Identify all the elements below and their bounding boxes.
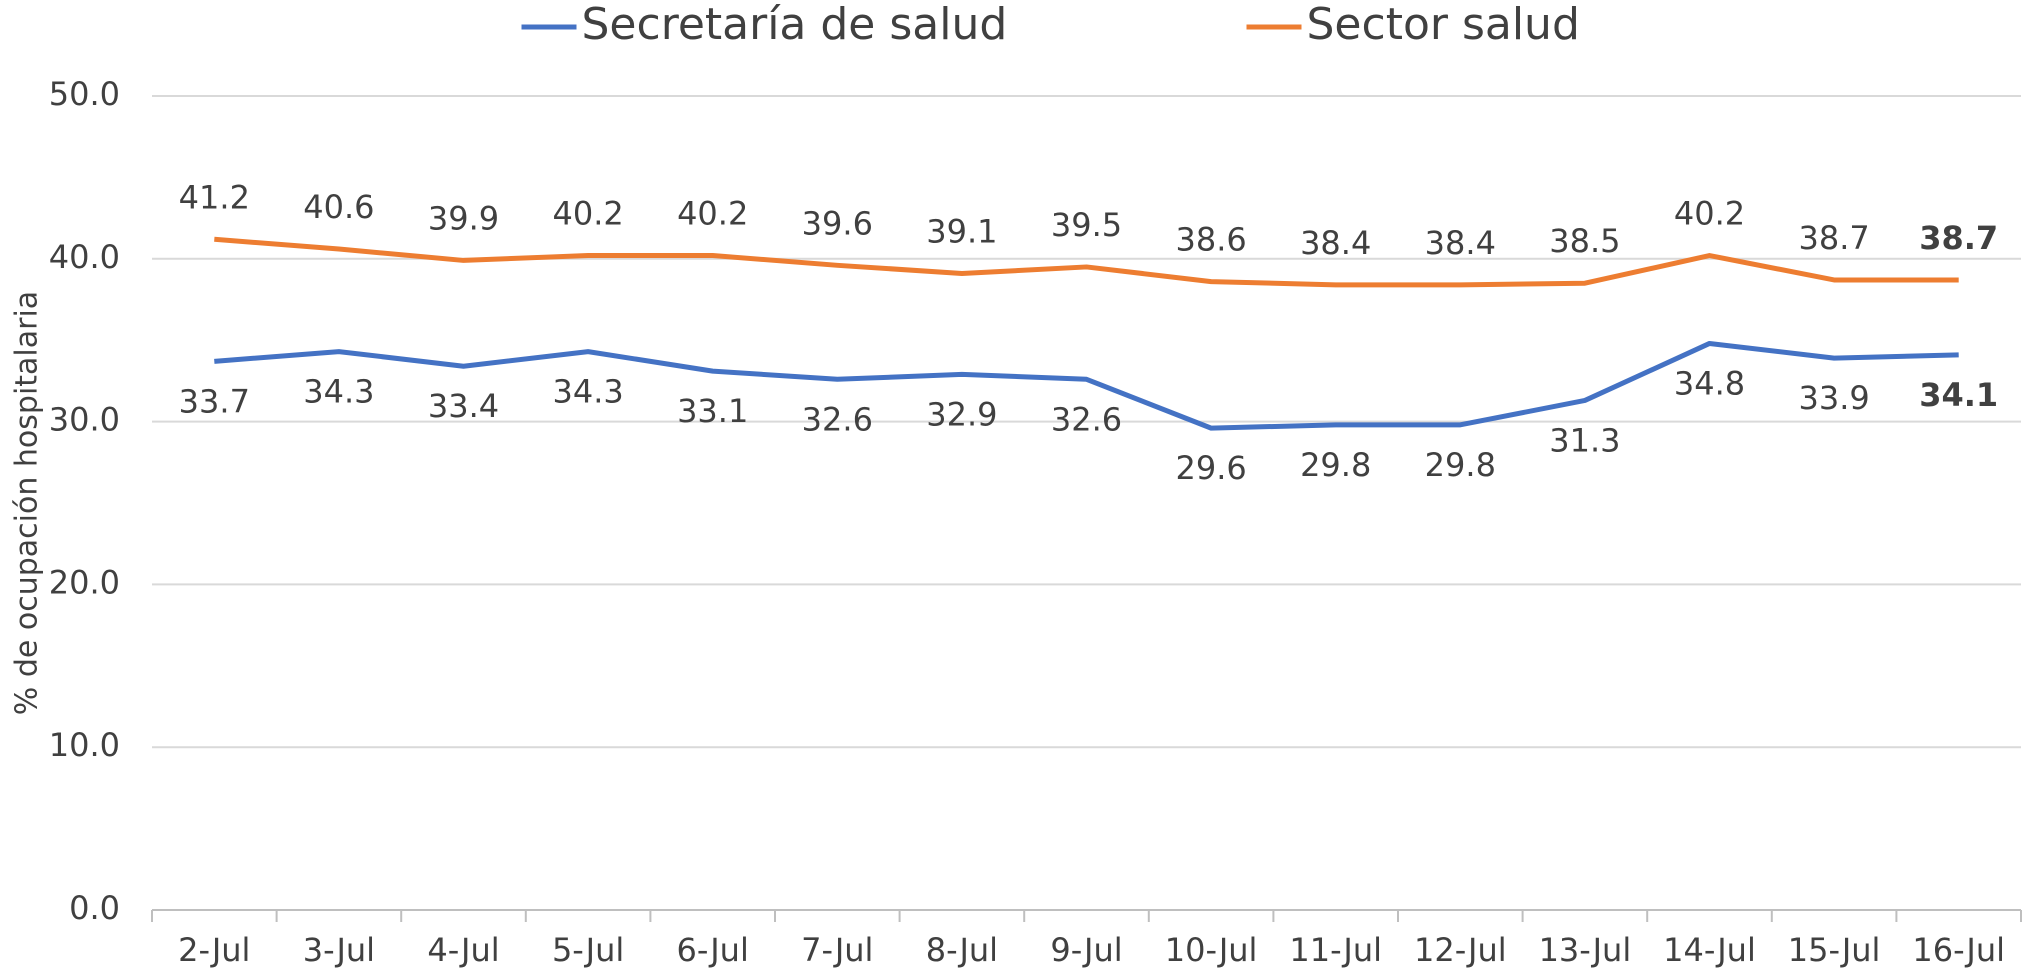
data-label: 29.8: [1425, 446, 1496, 484]
x-tick-label: 12-Jul: [1414, 931, 1507, 969]
data-label: 39.1: [926, 212, 997, 250]
data-label: 39.9: [428, 199, 499, 237]
data-label: 33.7: [179, 382, 250, 420]
data-label: 38.6: [1175, 221, 1246, 259]
y-tick-label: 0.0: [69, 889, 120, 927]
data-label: 40.2: [677, 195, 748, 233]
data-label: 41.2: [179, 178, 250, 216]
x-tick-label: 13-Jul: [1539, 931, 1632, 969]
x-tick-label: 3-Jul: [303, 931, 375, 969]
data-label: 38.4: [1300, 224, 1371, 262]
y-tick-label: 40.0: [49, 238, 120, 276]
legend-label: Secretaría de salud: [582, 0, 1008, 50]
data-label: 34.3: [552, 373, 623, 411]
data-label: 38.5: [1549, 222, 1620, 260]
data-label: 32.6: [802, 400, 873, 438]
legend-label: Sector salud: [1307, 0, 1580, 50]
y-tick-label: 30.0: [49, 401, 120, 439]
data-label: 39.5: [1051, 206, 1122, 244]
x-tick-label: 9-Jul: [1050, 931, 1122, 969]
data-label: 40.2: [552, 195, 623, 233]
x-tick-label: 7-Jul: [801, 931, 873, 969]
x-tick-label: 14-Jul: [1663, 931, 1756, 969]
y-tick-label: 50.0: [49, 75, 120, 113]
y-tick-label: 20.0: [49, 563, 120, 601]
x-tick-label: 16-Jul: [1912, 931, 2005, 969]
data-label: 38.4: [1425, 224, 1496, 262]
x-tick-label: 8-Jul: [926, 931, 998, 969]
data-label: 34.1: [1919, 376, 1998, 414]
y-axis-label: % de ocupación hospitalaria: [10, 291, 45, 715]
data-label: 40.2: [1674, 195, 1745, 233]
x-tick-label: 10-Jul: [1165, 931, 1258, 969]
x-tick-label: 6-Jul: [677, 931, 749, 969]
x-tick-label: 4-Jul: [427, 931, 499, 969]
data-label: 33.4: [428, 387, 499, 425]
data-label: 38.7: [1798, 219, 1869, 257]
data-label: 29.6: [1175, 449, 1246, 487]
data-label: 34.8: [1674, 364, 1745, 402]
data-label: 31.3: [1549, 421, 1620, 459]
data-label: 38.7: [1919, 219, 1998, 257]
data-label: 32.9: [926, 395, 997, 433]
data-label: 33.9: [1798, 379, 1869, 417]
data-label: 39.6: [802, 204, 873, 242]
x-tick-label: 2-Jul: [178, 931, 250, 969]
x-tick-label: 15-Jul: [1788, 931, 1881, 969]
data-label: 33.1: [677, 392, 748, 430]
data-label: 40.6: [303, 188, 374, 226]
series-line: [214, 340, 1959, 431]
data-label: 32.6: [1051, 400, 1122, 438]
data-label: 34.3: [303, 373, 374, 411]
data-label: 29.8: [1300, 446, 1371, 484]
x-tick-label: 11-Jul: [1289, 931, 1382, 969]
y-tick-label: 10.0: [49, 726, 120, 764]
series-line: [214, 236, 1959, 288]
x-tick-label: 5-Jul: [552, 931, 624, 969]
